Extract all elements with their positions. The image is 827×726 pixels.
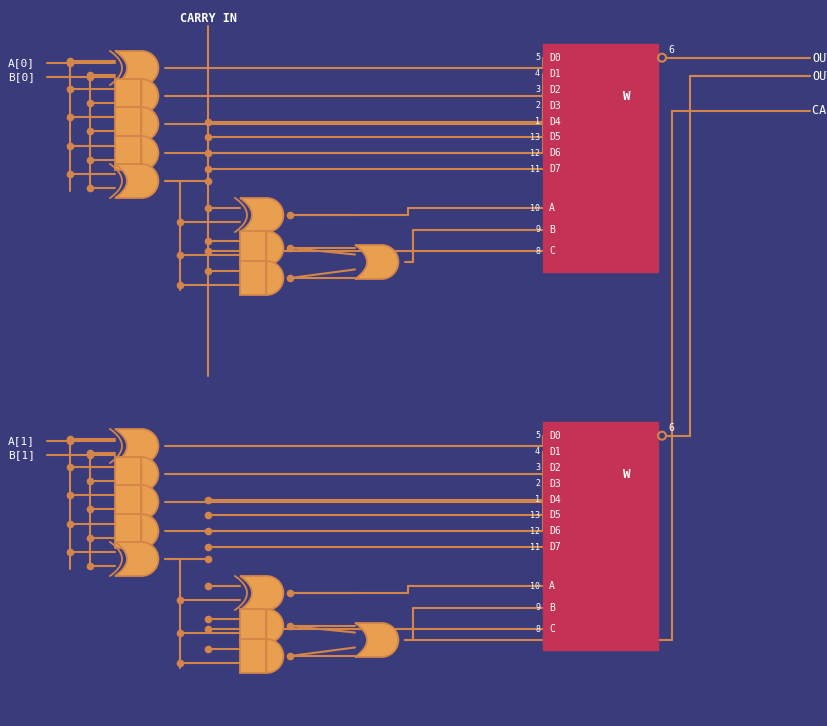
Wedge shape (141, 514, 159, 548)
Text: D4: D4 (549, 494, 561, 505)
Bar (115, 457, 141, 491)
Text: 9: 9 (535, 225, 540, 234)
Text: 13: 13 (530, 511, 540, 520)
Text: D6: D6 (549, 148, 561, 158)
Text: CARRY OUT: CARRY OUT (812, 104, 827, 117)
Bar (115, 107, 141, 141)
Text: 8: 8 (535, 625, 540, 634)
Polygon shape (355, 623, 399, 657)
Wedge shape (141, 136, 159, 170)
Text: 4: 4 (535, 447, 540, 456)
Text: A: A (549, 203, 555, 213)
Bar (115, 514, 141, 548)
Bar (543, 422, 658, 650)
Bar (240, 639, 266, 673)
Text: D3: D3 (549, 478, 561, 489)
Text: B: B (549, 225, 555, 234)
Text: 11: 11 (530, 165, 540, 174)
Text: D2: D2 (549, 462, 561, 473)
Bar (240, 609, 266, 643)
Text: D5: D5 (549, 510, 561, 521)
Polygon shape (355, 245, 399, 279)
Polygon shape (240, 198, 284, 232)
Bar (543, 44, 658, 272)
Text: B[0]: B[0] (8, 72, 35, 82)
Text: 13: 13 (530, 133, 540, 142)
Text: W: W (624, 468, 631, 481)
Text: 2: 2 (535, 101, 540, 110)
Text: 3: 3 (535, 85, 540, 94)
Text: 12: 12 (530, 149, 540, 158)
Bar (240, 261, 266, 295)
Text: 2: 2 (535, 479, 540, 488)
Text: D7: D7 (549, 164, 561, 174)
Wedge shape (266, 261, 284, 295)
Text: C: C (549, 624, 555, 635)
Text: A: A (549, 581, 555, 591)
Polygon shape (115, 542, 159, 576)
Wedge shape (141, 79, 159, 113)
Text: 12: 12 (530, 527, 540, 536)
Text: 1: 1 (535, 495, 540, 504)
Text: B: B (549, 603, 555, 613)
Text: 9: 9 (535, 603, 540, 612)
Text: B[1]: B[1] (8, 450, 35, 460)
Text: 6: 6 (668, 45, 674, 54)
Text: 6: 6 (668, 423, 674, 433)
Text: D2: D2 (549, 85, 561, 94)
Text: 5: 5 (535, 53, 540, 62)
Polygon shape (115, 429, 159, 463)
Wedge shape (141, 485, 159, 519)
Text: CARRY IN: CARRY IN (179, 12, 237, 25)
Bar (115, 485, 141, 519)
Text: D6: D6 (549, 526, 561, 537)
Text: D0: D0 (549, 431, 561, 441)
Wedge shape (266, 609, 284, 643)
Polygon shape (115, 51, 159, 85)
Text: 5: 5 (535, 431, 540, 440)
Text: 10: 10 (530, 204, 540, 213)
Text: D0: D0 (549, 53, 561, 62)
Text: W: W (624, 90, 631, 103)
Text: OUT[0]: OUT[0] (812, 51, 827, 64)
Wedge shape (266, 639, 284, 673)
Text: C: C (549, 247, 555, 256)
Text: OUT[1]: OUT[1] (812, 69, 827, 82)
Text: A[1]: A[1] (8, 436, 35, 446)
Wedge shape (141, 107, 159, 141)
Text: D1: D1 (549, 446, 561, 457)
Polygon shape (240, 576, 284, 610)
Text: D1: D1 (549, 69, 561, 78)
Bar (240, 231, 266, 265)
Text: D4: D4 (549, 116, 561, 126)
Text: A[0]: A[0] (8, 58, 35, 68)
Text: 11: 11 (530, 543, 540, 552)
Text: D5: D5 (549, 132, 561, 142)
Text: 4: 4 (535, 69, 540, 78)
Text: D7: D7 (549, 542, 561, 552)
Wedge shape (266, 231, 284, 265)
Text: 10: 10 (530, 582, 540, 591)
Bar (115, 136, 141, 170)
Text: 1: 1 (535, 117, 540, 126)
Text: 8: 8 (535, 247, 540, 256)
Bar (115, 79, 141, 113)
Wedge shape (141, 457, 159, 491)
Polygon shape (115, 164, 159, 198)
Text: 3: 3 (535, 463, 540, 472)
Text: D3: D3 (549, 101, 561, 110)
